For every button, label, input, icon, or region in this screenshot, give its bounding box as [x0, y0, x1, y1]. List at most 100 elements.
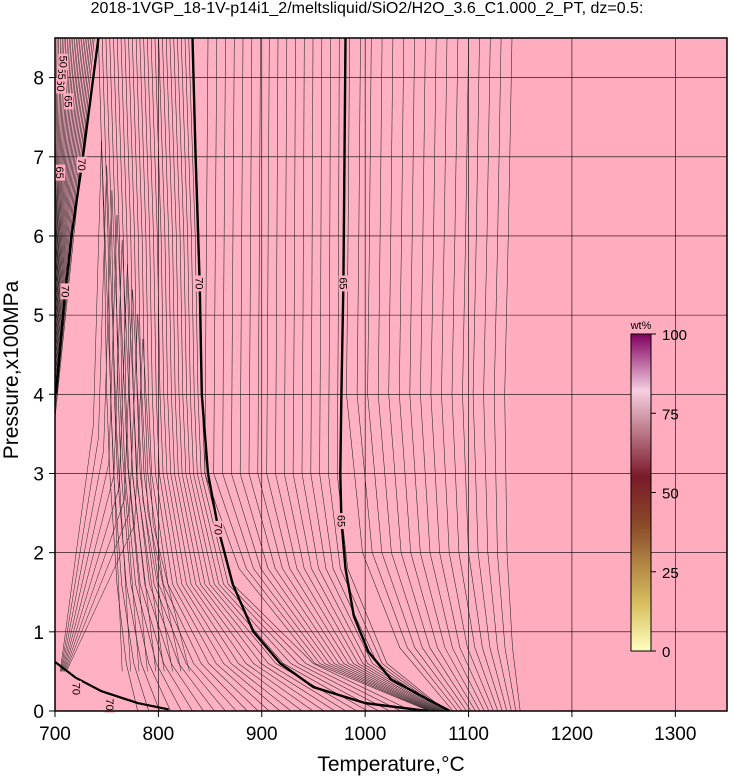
contour-line [55, 38, 86, 385]
contour-line [213, 38, 431, 711]
bold-contour-lines [55, 38, 451, 711]
contour-label-bg [336, 512, 347, 529]
x-tick-label: 800 [143, 724, 175, 745]
contour-line [377, 38, 467, 711]
bold-contour [339, 38, 451, 711]
contour-label-bg [57, 65, 68, 82]
contour-label: 60 [54, 79, 66, 91]
contour-line [105, 38, 160, 711]
contour-line [493, 38, 517, 711]
contour-line [55, 38, 83, 371]
contour-line [162, 38, 325, 711]
contour-line [143, 38, 270, 711]
contour-line [292, 38, 441, 711]
contour-line [63, 239, 157, 672]
colorbar-tick-label: 25 [662, 565, 679, 582]
x-axis-ticks: 700 800 900 1000 1100 1200 1300 [39, 711, 696, 745]
contour-label: 65 [336, 277, 348, 289]
contour-line [177, 38, 368, 711]
contour-line [472, 38, 508, 711]
contour-line [367, 38, 463, 711]
contour-label-bg [338, 275, 349, 292]
contour-label: 70 [58, 285, 70, 297]
contour-line [158, 38, 314, 711]
contour-line [319, 38, 444, 711]
contour-line [284, 38, 440, 711]
colorbar-gradient [630, 333, 652, 652]
x-axis-label: Temperature,°C [317, 753, 464, 776]
contour-line [173, 38, 358, 711]
contour-label: 70 [103, 699, 115, 711]
contour-line [248, 38, 435, 711]
contour-line [135, 38, 248, 711]
contour-label-bg [56, 77, 67, 94]
contour-line [101, 38, 149, 711]
contour-label-bg [194, 275, 205, 292]
y-tick-label: 0 [33, 702, 44, 723]
y-tick-label: 1 [33, 623, 44, 644]
contour-line [504, 38, 521, 711]
y-tick-label: 4 [33, 385, 44, 406]
contour-label-bg [71, 680, 82, 697]
y-tick-label: 8 [33, 69, 44, 90]
y-tick-label: 2 [33, 544, 44, 565]
contour-line [420, 38, 485, 711]
contour-line [139, 38, 259, 711]
contour-label-bg [58, 53, 69, 70]
contour-line [98, 38, 138, 711]
bold-contour [55, 38, 100, 395]
contour-label: 65 [61, 95, 73, 107]
contour-line [55, 38, 95, 419]
contour-line [62, 215, 148, 672]
contour-label: 70 [75, 159, 87, 171]
contour-line [222, 38, 432, 711]
bold-contour [191, 38, 428, 711]
contour-line [61, 190, 140, 672]
contour-line [64, 289, 173, 672]
contour-line [55, 38, 72, 330]
contour-line [483, 38, 512, 711]
colorbar-tick-label: 0 [662, 644, 670, 661]
contour-line [301, 38, 442, 711]
contour-label: 70 [70, 683, 82, 695]
contour-label-bg [55, 164, 66, 181]
x-tick-label: 1300 [654, 724, 696, 745]
x-tick-label: 700 [39, 724, 71, 745]
contour-line [451, 38, 499, 711]
contour-label: 65 [334, 515, 346, 527]
contour-line [409, 38, 481, 711]
contour-line [55, 38, 74, 337]
bold-contour [55, 661, 169, 711]
x-tick-label: 1000 [344, 724, 386, 745]
contour-line [154, 38, 303, 711]
contour-line [55, 38, 79, 358]
contour-line [132, 38, 237, 711]
colorbar-tick-label: 100 [662, 327, 687, 344]
contour-line [257, 38, 437, 711]
x-tick-label: 900 [246, 724, 278, 745]
contour-label: 65 [53, 166, 65, 178]
contour-line [356, 38, 458, 711]
contour-label: 70 [211, 523, 223, 535]
y-tick-label: 5 [33, 306, 44, 327]
y-tick-label: 3 [33, 464, 44, 485]
contour-line [55, 38, 77, 351]
contour-line [124, 38, 215, 711]
y-axis-label: Pressure,x100MPa [0, 280, 23, 459]
contour-line [147, 38, 281, 711]
contour-label: 70 [193, 277, 205, 289]
y-axis-ticks: 0 1 2 3 4 5 6 7 8 [33, 69, 55, 723]
colorbar-label: wt% [630, 320, 652, 332]
colorbar-tick-label: 50 [662, 486, 679, 503]
contour-line [55, 38, 84, 378]
contour-line [128, 38, 226, 711]
contour-line [55, 38, 76, 344]
contour-line [150, 38, 292, 711]
contour-line [169, 38, 347, 711]
contour-line [59, 140, 123, 672]
contour-line [165, 38, 336, 711]
colorbar-ticks: 0 25 50 75 100 [651, 327, 687, 661]
x-tick-label: 1200 [551, 724, 593, 745]
